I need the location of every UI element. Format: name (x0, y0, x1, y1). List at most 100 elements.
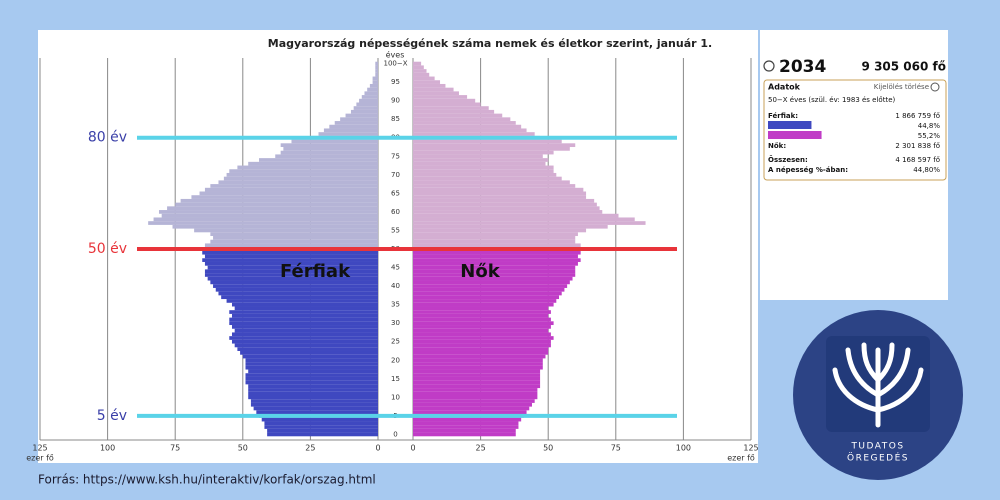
bar (353, 106, 378, 110)
bar (345, 113, 378, 118)
bar (191, 195, 378, 199)
bar (413, 395, 538, 400)
bar (413, 250, 581, 255)
bar (413, 284, 568, 288)
bar (261, 417, 378, 422)
bar (234, 306, 378, 311)
logo: TUDATOS ÖREGEDÉS (793, 310, 963, 480)
bar (204, 187, 378, 192)
bar (413, 221, 646, 225)
bar (413, 384, 541, 389)
bar (283, 147, 378, 151)
bar (229, 317, 378, 322)
bar (413, 98, 476, 103)
bar (413, 161, 546, 166)
bar (248, 369, 378, 374)
bar (256, 410, 378, 415)
bar (361, 95, 378, 99)
bar (253, 406, 378, 411)
x-tick-label: 100 (676, 444, 691, 453)
bar (413, 121, 516, 125)
bar (245, 358, 378, 363)
bar (413, 76, 435, 81)
y-tick-label: 0 (393, 430, 397, 438)
y-tick-label: 95 (391, 78, 400, 86)
annotation-label: 80 év (88, 130, 127, 146)
bar (291, 139, 378, 144)
bar (413, 388, 538, 392)
bar (318, 132, 378, 136)
bar (413, 343, 551, 348)
bar (413, 132, 535, 136)
bar (207, 276, 378, 281)
bar (231, 325, 378, 329)
lock-icon[interactable] (763, 60, 775, 72)
bar (323, 128, 378, 133)
bar (413, 213, 619, 218)
bar (158, 210, 378, 214)
clear-icon[interactable] (930, 82, 940, 92)
bar (250, 399, 378, 403)
logo-text: ÖREGEDÉS (847, 452, 909, 464)
bar (413, 236, 576, 240)
bar (413, 302, 554, 307)
bar (215, 287, 378, 292)
bar (375, 65, 378, 70)
share-label: 44,8% (918, 122, 941, 130)
bar (240, 350, 378, 355)
x-tick-label: 75 (611, 444, 621, 453)
bar (413, 299, 557, 303)
bar (340, 117, 378, 122)
bar (250, 402, 378, 407)
bar (334, 121, 378, 125)
bar (218, 180, 378, 185)
bar (210, 232, 378, 237)
bar (413, 261, 578, 266)
bar (413, 128, 527, 133)
bar (413, 184, 576, 188)
y-tick-label: 100−X (383, 60, 407, 68)
x-tick-label: 125 (743, 444, 758, 453)
total-label: Összesen: (768, 155, 808, 164)
bar (350, 109, 378, 114)
bar (413, 376, 541, 381)
bar (413, 280, 570, 285)
y-tick-label: 20 (391, 356, 400, 364)
bar (245, 380, 378, 385)
bar (245, 362, 378, 366)
bar (248, 395, 378, 400)
bar (413, 276, 573, 281)
bar (167, 206, 378, 211)
bar (248, 384, 378, 389)
bar (413, 373, 541, 377)
bar (267, 432, 378, 437)
year: 2034 (779, 57, 826, 77)
bar (194, 228, 378, 233)
source: Forrás: https://www.ksh.hu/interaktiv/ko… (38, 473, 376, 487)
bar (329, 124, 378, 129)
y-tick-label: 45 (391, 264, 400, 272)
bar (372, 80, 378, 84)
bar (245, 365, 378, 370)
x-tick-label: 0 (375, 444, 380, 453)
bar (413, 295, 560, 300)
bar (237, 165, 378, 170)
bar (413, 172, 557, 177)
x-axis-label: ezer fő (26, 454, 54, 463)
bar (413, 210, 603, 214)
y-tick-label: 70 (391, 171, 400, 179)
bar (413, 410, 527, 415)
bar (267, 428, 378, 433)
bar (280, 143, 378, 148)
plot: 0025255050757510010012512505101520253035… (32, 58, 759, 453)
bar (207, 265, 378, 270)
y-tick-label: 30 (391, 319, 400, 327)
bar (413, 310, 551, 314)
bar (148, 221, 378, 225)
bar (413, 139, 562, 144)
rows: 44,8% 55,2% Férfiak: 1 866 759 fő Nők: 2 301 … (768, 111, 940, 150)
bar (364, 91, 378, 96)
bar (413, 124, 522, 129)
clear-button[interactable]: Kijelölés törlése (874, 83, 929, 91)
bar (229, 321, 378, 326)
